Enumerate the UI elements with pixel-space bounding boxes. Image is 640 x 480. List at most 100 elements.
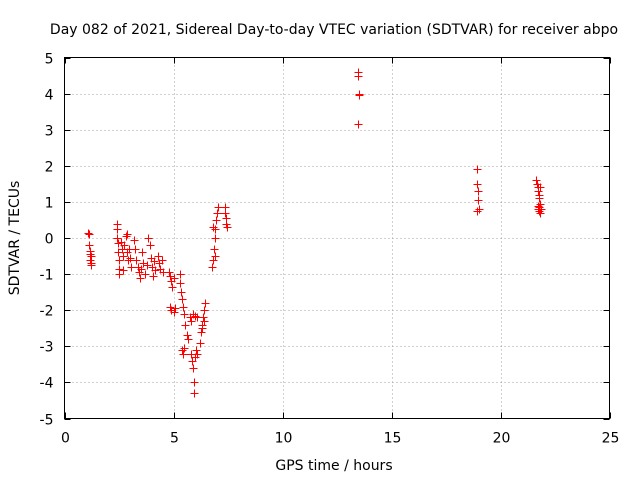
x-tick-label: 0 bbox=[61, 431, 70, 447]
data-point bbox=[141, 270, 150, 279]
data-point bbox=[168, 283, 177, 292]
data-point bbox=[84, 229, 93, 238]
data-point bbox=[536, 209, 545, 218]
data-point bbox=[139, 259, 148, 268]
y-tick-label: 3 bbox=[45, 124, 54, 140]
data-point bbox=[171, 304, 180, 313]
data-points bbox=[84, 68, 546, 398]
data-point bbox=[119, 252, 128, 261]
data-point bbox=[176, 270, 185, 279]
data-point bbox=[137, 265, 146, 274]
data-point bbox=[535, 194, 544, 203]
data-point bbox=[187, 317, 196, 326]
data-point bbox=[146, 241, 155, 250]
data-point bbox=[170, 274, 179, 283]
data-point bbox=[120, 241, 129, 250]
data-point bbox=[189, 364, 198, 373]
x-tick-label: 10 bbox=[275, 431, 293, 447]
data-point bbox=[130, 236, 139, 245]
data-point bbox=[113, 234, 122, 243]
y-tick-label: 4 bbox=[45, 88, 54, 104]
data-point bbox=[166, 272, 175, 281]
data-point bbox=[536, 183, 545, 192]
data-point bbox=[196, 339, 205, 348]
data-point bbox=[190, 378, 199, 387]
data-point bbox=[197, 328, 206, 337]
data-point bbox=[151, 266, 160, 275]
data-point bbox=[184, 335, 193, 344]
data-point bbox=[85, 241, 94, 250]
data-point bbox=[474, 196, 483, 205]
data-point bbox=[473, 165, 482, 174]
y-tick-label: -4 bbox=[40, 376, 54, 392]
y-tick-label: -5 bbox=[40, 413, 54, 429]
y-tick-label: 5 bbox=[45, 52, 54, 68]
data-point bbox=[200, 306, 209, 315]
data-point bbox=[474, 187, 483, 196]
y-tick-label: -3 bbox=[40, 340, 54, 356]
data-point bbox=[113, 225, 122, 234]
data-point bbox=[115, 270, 124, 279]
data-point bbox=[192, 346, 201, 355]
data-point bbox=[354, 72, 363, 81]
data-point bbox=[210, 245, 219, 254]
data-point bbox=[190, 389, 199, 398]
chart-title: Day 082 of 2021, Sidereal Day-to-day VTE… bbox=[50, 22, 618, 38]
data-point bbox=[473, 207, 482, 216]
data-point bbox=[213, 209, 222, 218]
data-point bbox=[199, 313, 208, 322]
data-point bbox=[214, 203, 223, 212]
data-point bbox=[136, 274, 145, 283]
data-point bbox=[355, 91, 364, 100]
data-point bbox=[119, 266, 128, 275]
data-point bbox=[208, 263, 217, 272]
y-tick-label: -2 bbox=[40, 304, 54, 320]
data-point bbox=[473, 180, 482, 189]
data-point bbox=[211, 234, 220, 243]
data-point bbox=[193, 350, 202, 359]
data-point bbox=[132, 256, 141, 265]
x-axis-label: GPS time / hours bbox=[275, 458, 392, 474]
data-point bbox=[475, 205, 484, 214]
data-point bbox=[115, 256, 124, 265]
data-point bbox=[201, 299, 210, 308]
data-point bbox=[183, 331, 192, 340]
data-point bbox=[149, 272, 158, 281]
data-point bbox=[198, 324, 207, 333]
data-point bbox=[85, 230, 94, 239]
data-point bbox=[532, 176, 541, 185]
data-point bbox=[534, 187, 543, 196]
x-tick-label: 20 bbox=[493, 431, 511, 447]
x-tick-label: 25 bbox=[602, 431, 620, 447]
data-point bbox=[223, 223, 232, 232]
data-point bbox=[123, 230, 132, 239]
data-point bbox=[118, 245, 127, 254]
data-point bbox=[124, 256, 133, 265]
data-point bbox=[127, 263, 136, 272]
data-point bbox=[180, 310, 189, 319]
data-point bbox=[181, 321, 190, 330]
data-point bbox=[150, 257, 159, 266]
data-point bbox=[165, 268, 174, 277]
data-point bbox=[211, 252, 220, 261]
data-point bbox=[158, 256, 167, 265]
data-point bbox=[138, 248, 147, 257]
data-point bbox=[144, 234, 153, 243]
data-point bbox=[191, 312, 200, 321]
data-point bbox=[212, 216, 221, 225]
y-tick-label: -1 bbox=[40, 268, 54, 284]
data-point bbox=[177, 288, 186, 297]
data-point bbox=[179, 350, 188, 359]
axis-ticks: 0 5 10 15 20 25 -5 -4 -3 -2 -1 0 1 2 3 4 5 bbox=[40, 52, 620, 447]
data-point bbox=[178, 295, 187, 304]
data-point bbox=[179, 303, 188, 312]
data-point bbox=[154, 252, 163, 261]
data-point bbox=[143, 261, 152, 270]
data-point bbox=[221, 209, 230, 218]
data-point bbox=[536, 200, 545, 209]
data-point bbox=[211, 225, 220, 234]
y-axis-label: SDTVAR / TECUs bbox=[7, 181, 23, 296]
grid-lines bbox=[64, 57, 610, 419]
data-point bbox=[178, 346, 187, 355]
